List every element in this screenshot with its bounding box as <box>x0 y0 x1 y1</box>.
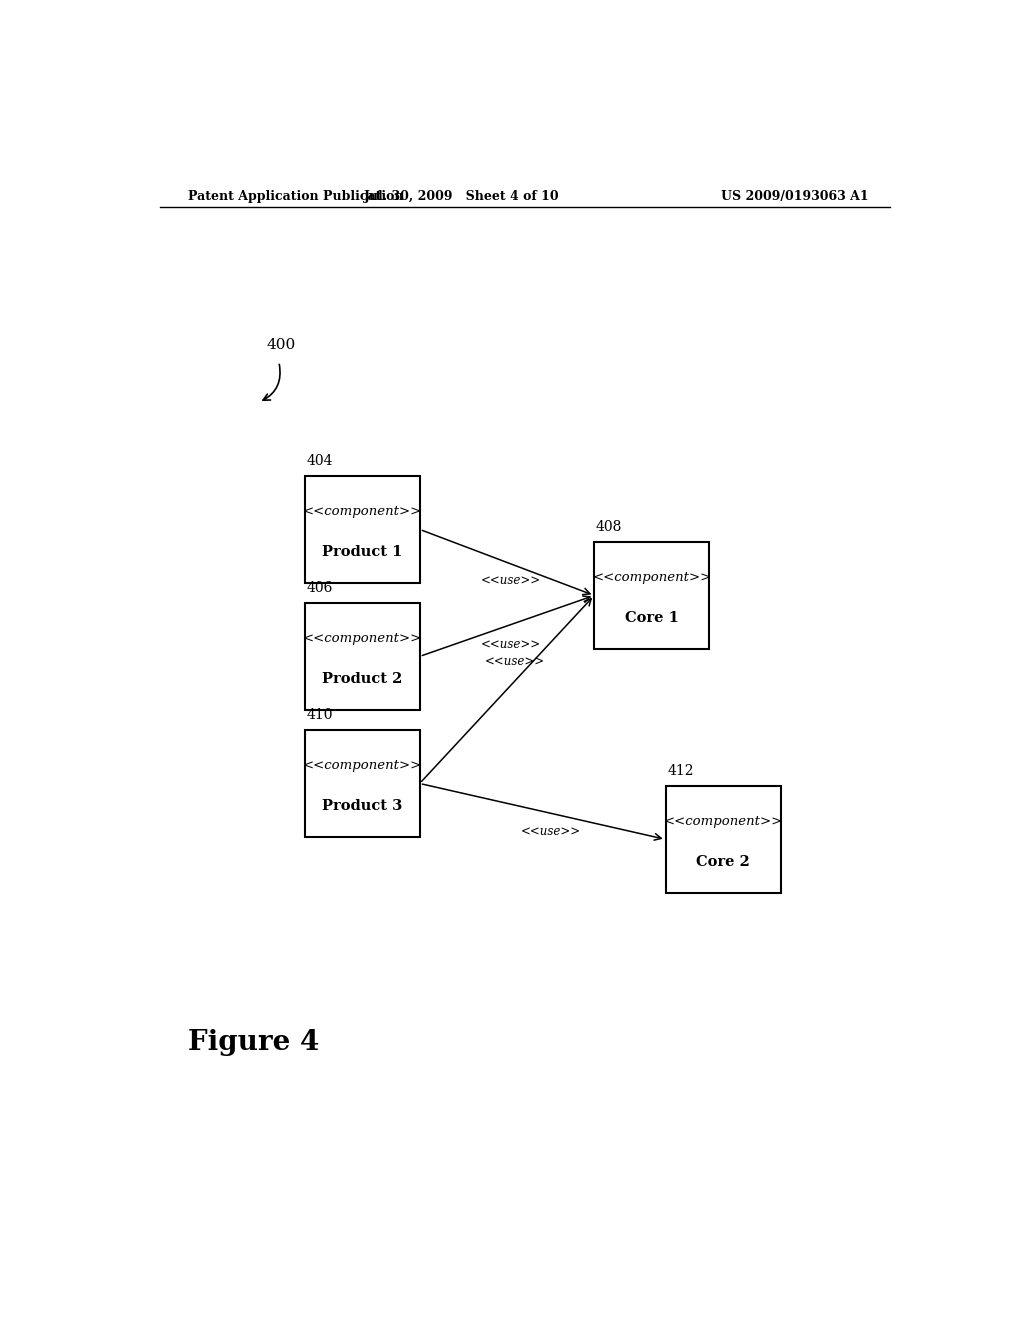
Text: <<component>>: <<component>> <box>592 570 712 583</box>
Text: Jul. 30, 2009   Sheet 4 of 10: Jul. 30, 2009 Sheet 4 of 10 <box>364 190 559 202</box>
Text: Product 1: Product 1 <box>322 545 402 558</box>
Text: Patent Application Publication: Patent Application Publication <box>187 190 403 202</box>
Text: 410: 410 <box>306 708 333 722</box>
Text: Figure 4: Figure 4 <box>187 1030 318 1056</box>
Text: 408: 408 <box>596 520 623 535</box>
Text: <<component>>: <<component>> <box>302 759 422 772</box>
Text: <<component>>: <<component>> <box>302 632 422 644</box>
FancyBboxPatch shape <box>304 730 420 837</box>
FancyBboxPatch shape <box>304 603 420 710</box>
FancyBboxPatch shape <box>304 477 420 582</box>
Text: Product 2: Product 2 <box>322 672 402 686</box>
Text: <<component>>: <<component>> <box>664 814 782 828</box>
Text: Core 2: Core 2 <box>696 855 751 869</box>
Text: <<use>>: <<use>> <box>481 638 541 651</box>
Text: 412: 412 <box>668 764 693 777</box>
Text: <<use>>: <<use>> <box>484 655 545 668</box>
Text: Core 1: Core 1 <box>625 611 679 624</box>
FancyBboxPatch shape <box>594 543 710 649</box>
Text: <<use>>: <<use>> <box>520 825 581 838</box>
Text: <<use>>: <<use>> <box>481 574 541 587</box>
Text: 404: 404 <box>306 454 333 467</box>
FancyBboxPatch shape <box>666 785 780 892</box>
Text: 406: 406 <box>306 581 333 595</box>
Text: 400: 400 <box>267 338 296 351</box>
Text: <<component>>: <<component>> <box>302 504 422 517</box>
Text: US 2009/0193063 A1: US 2009/0193063 A1 <box>721 190 868 202</box>
Text: Product 3: Product 3 <box>322 799 402 813</box>
